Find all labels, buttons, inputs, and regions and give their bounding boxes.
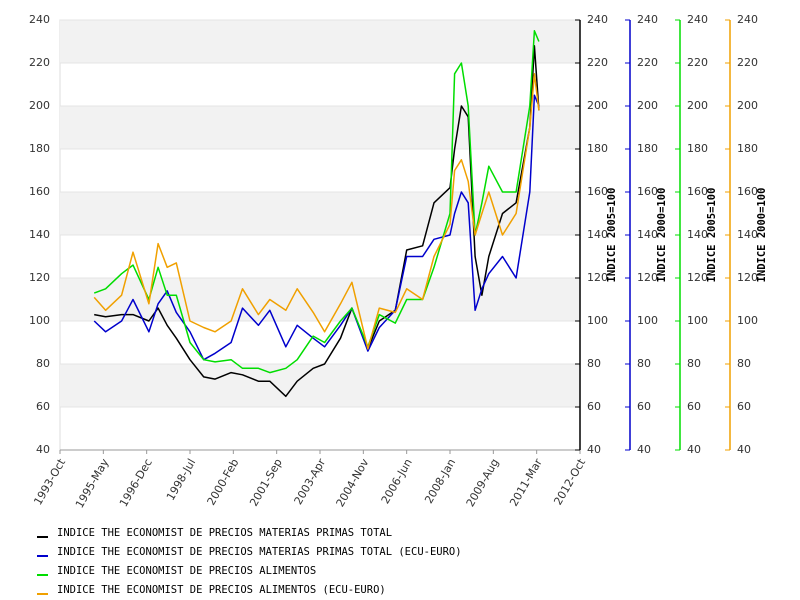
y-tick-label: 40 — [587, 443, 601, 456]
y-tick-label: 140 — [737, 228, 758, 241]
grid-band — [60, 106, 580, 149]
y-tick-label: 140 — [587, 228, 608, 241]
legend-label: INDICE THE ECONOMIST DE PRECIOS ALIMENTO… — [57, 565, 316, 577]
axis-title: INDICE 2005=100 — [706, 188, 718, 283]
x-tick-label: 2006-Jun — [379, 456, 415, 506]
y-tick-label: 100 — [29, 314, 50, 327]
x-tick-label: 1993-Oct — [31, 456, 68, 508]
y-tick-label: 180 — [687, 142, 708, 155]
x-tick-label: 2011-Mar — [507, 456, 545, 509]
axis-title: INDICE 2000=100 — [656, 188, 668, 283]
y-tick-label: 140 — [29, 228, 50, 241]
y-tick-label: 220 — [637, 56, 658, 69]
y-tick-label: 120 — [687, 271, 708, 284]
y-tick-label: 220 — [687, 56, 708, 69]
y-tick-label: 60 — [36, 400, 50, 413]
x-tick-label: 2008-Jan — [422, 456, 458, 505]
y-tick-label: 200 — [737, 99, 758, 112]
y-tick-label: 200 — [687, 99, 708, 112]
series-line — [94, 45, 540, 398]
y-tick-label: 240 — [687, 13, 708, 26]
y-tick-label: 180 — [587, 142, 608, 155]
y-tick-label: 200 — [637, 99, 658, 112]
y-tick-label: 160 — [687, 185, 708, 198]
y-tick-label: 80 — [36, 357, 50, 370]
series-line — [93, 30, 540, 374]
axis-title: INDICE 2005=100 — [606, 188, 618, 283]
y-tick-label: 120 — [637, 271, 658, 284]
axis-title: INDICE 2000=100 — [756, 188, 768, 283]
y-tick-label: 100 — [737, 314, 758, 327]
y-tick-label: 100 — [637, 314, 658, 327]
legend-label: INDICE THE ECONOMIST DE PRECIOS MATERIAS… — [57, 527, 392, 539]
y-tick-label: 40 — [36, 443, 50, 456]
y-tick-label: 160 — [737, 185, 758, 198]
y-tick-label: 140 — [687, 228, 708, 241]
x-tick-label: 2003-Apr — [292, 456, 329, 507]
y-tick-label: 60 — [637, 400, 651, 413]
y-tick-label: 60 — [587, 400, 601, 413]
y-tick-label: 100 — [687, 314, 708, 327]
y-tick-label: 180 — [737, 142, 758, 155]
y-tick-label: 100 — [587, 314, 608, 327]
y-tick-label: 80 — [737, 357, 751, 370]
x-tick-label: 2009-Aug — [464, 457, 502, 510]
y-tick-label: 180 — [637, 142, 658, 155]
y-tick-label: 120 — [587, 271, 608, 284]
grid-band — [60, 20, 580, 63]
x-tick-label: 2001-Sep — [247, 456, 285, 508]
grid-band — [60, 192, 580, 235]
grid-band — [60, 278, 580, 321]
y-tick-label: 60 — [687, 400, 701, 413]
y-tick-label: 200 — [587, 99, 608, 112]
y-tick-label: 240 — [737, 13, 758, 26]
y-tick-label: 240 — [29, 13, 50, 26]
legend-label: INDICE THE ECONOMIST DE PRECIOS ALIMENTO… — [57, 584, 386, 596]
y-tick-label: 160 — [29, 185, 50, 198]
y-tick-label: 60 — [737, 400, 751, 413]
series-line — [93, 73, 540, 350]
legend-label: INDICE THE ECONOMIST DE PRECIOS MATERIAS… — [57, 546, 462, 558]
y-tick-label: 80 — [637, 357, 651, 370]
y-tick-label: 80 — [587, 357, 601, 370]
y-tick-label: 240 — [637, 13, 658, 26]
y-tick-label: 240 — [587, 13, 608, 26]
y-tick-label: 180 — [29, 142, 50, 155]
y-tick-label: 160 — [587, 185, 608, 198]
y-tick-label: 220 — [737, 56, 758, 69]
y-tick-label: 40 — [687, 443, 701, 456]
y-tick-label: 220 — [587, 56, 608, 69]
x-tick-label: 2000-Feb — [205, 456, 242, 507]
y-tick-label: 120 — [737, 271, 758, 284]
series-line — [93, 94, 540, 361]
x-tick-label: 2012-Oct — [551, 456, 588, 508]
y-tick-label: 120 — [29, 271, 50, 284]
y-tick-label: 200 — [29, 99, 50, 112]
y-tick-label: 220 — [29, 56, 50, 69]
y-tick-label: 80 — [687, 357, 701, 370]
x-tick-label: 1998-Jul — [164, 457, 198, 503]
grid-band — [60, 364, 580, 407]
x-tick-label: 1995-May — [73, 456, 112, 510]
y-tick-label: 40 — [637, 443, 651, 456]
x-tick-label: 2004-Nov — [334, 456, 372, 509]
y-tick-label: 160 — [637, 185, 658, 198]
x-tick-label: 1996-Dec — [117, 457, 155, 510]
y-tick-label: 140 — [637, 228, 658, 241]
y-tick-label: 40 — [737, 443, 751, 456]
